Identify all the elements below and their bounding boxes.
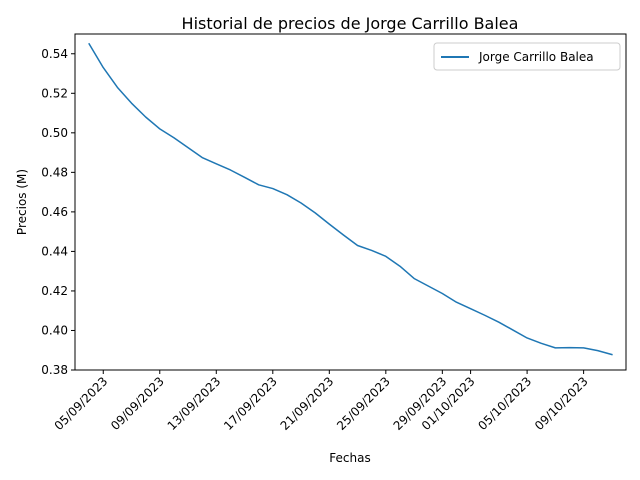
y-axis: 0.38 0.40 0.42 0.44 0.46 0.48 0.50 0.52 0.54	[41, 47, 75, 377]
y-tick-label: 0.46	[41, 205, 68, 219]
plot-area	[88, 42, 613, 356]
y-tick-label: 0.48	[41, 165, 68, 179]
chart-title: Historial de precios de Jorge Carrillo B…	[182, 14, 519, 33]
legend-box	[433, 42, 621, 71]
y-axis-label: Precios (M)	[15, 169, 29, 235]
y-tick-label: 0.52	[41, 86, 68, 100]
y-tick-label: 0.44	[41, 244, 68, 258]
legend: Jorge Carrillo Balea	[433, 42, 621, 71]
x-axis-label: Fechas	[329, 451, 370, 465]
axes-frame	[74, 33, 627, 371]
legend-label: Jorge Carrillo Balea	[478, 50, 594, 64]
y-tick-label: 0.50	[41, 126, 68, 140]
y-tick-label: 0.42	[41, 284, 68, 298]
series-line-0	[88, 42, 613, 356]
y-tick-label: 0.54	[41, 47, 68, 61]
y-tick-label: 0.38	[41, 363, 68, 377]
y-tick-label: 0.40	[41, 323, 68, 337]
